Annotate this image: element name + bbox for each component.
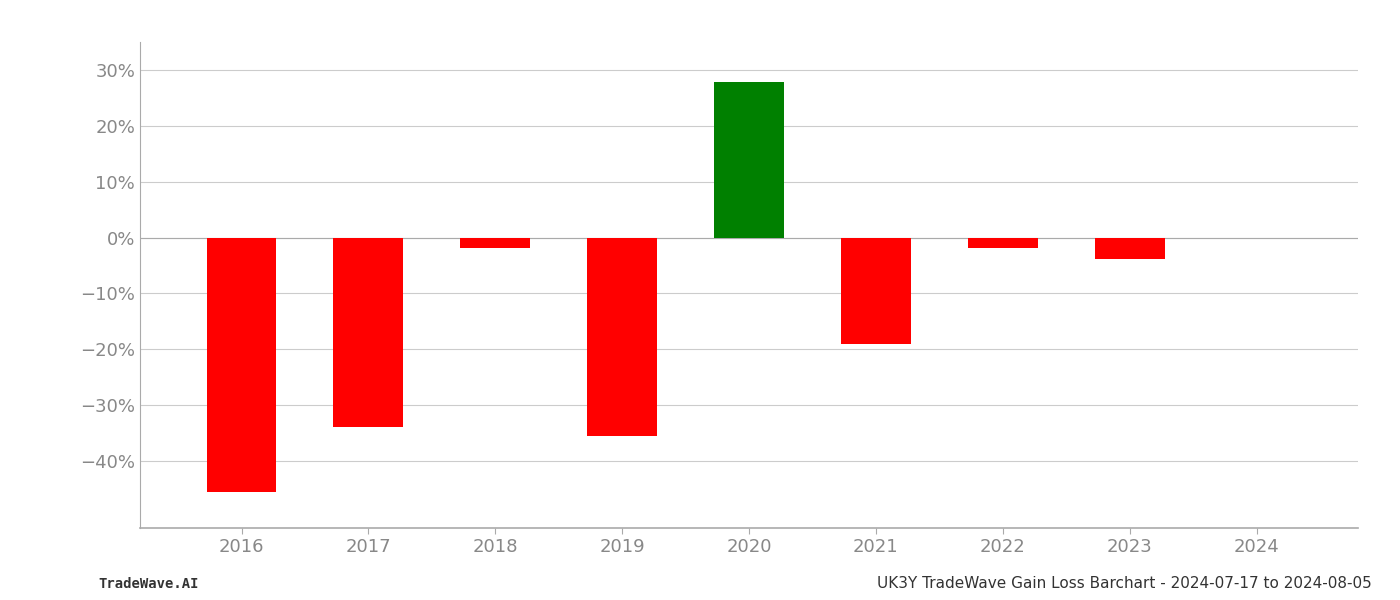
Bar [967,238,1037,248]
Bar [461,238,531,248]
Bar [841,238,911,344]
Bar [333,238,403,427]
Text: TradeWave.AI: TradeWave.AI [98,577,199,591]
Bar [207,238,276,491]
Text: UK3Y TradeWave Gain Loss Barchart - 2024-07-17 to 2024-08-05: UK3Y TradeWave Gain Loss Barchart - 2024… [878,576,1372,591]
Bar [587,238,657,436]
Bar [714,82,784,238]
Bar [1095,238,1165,259]
